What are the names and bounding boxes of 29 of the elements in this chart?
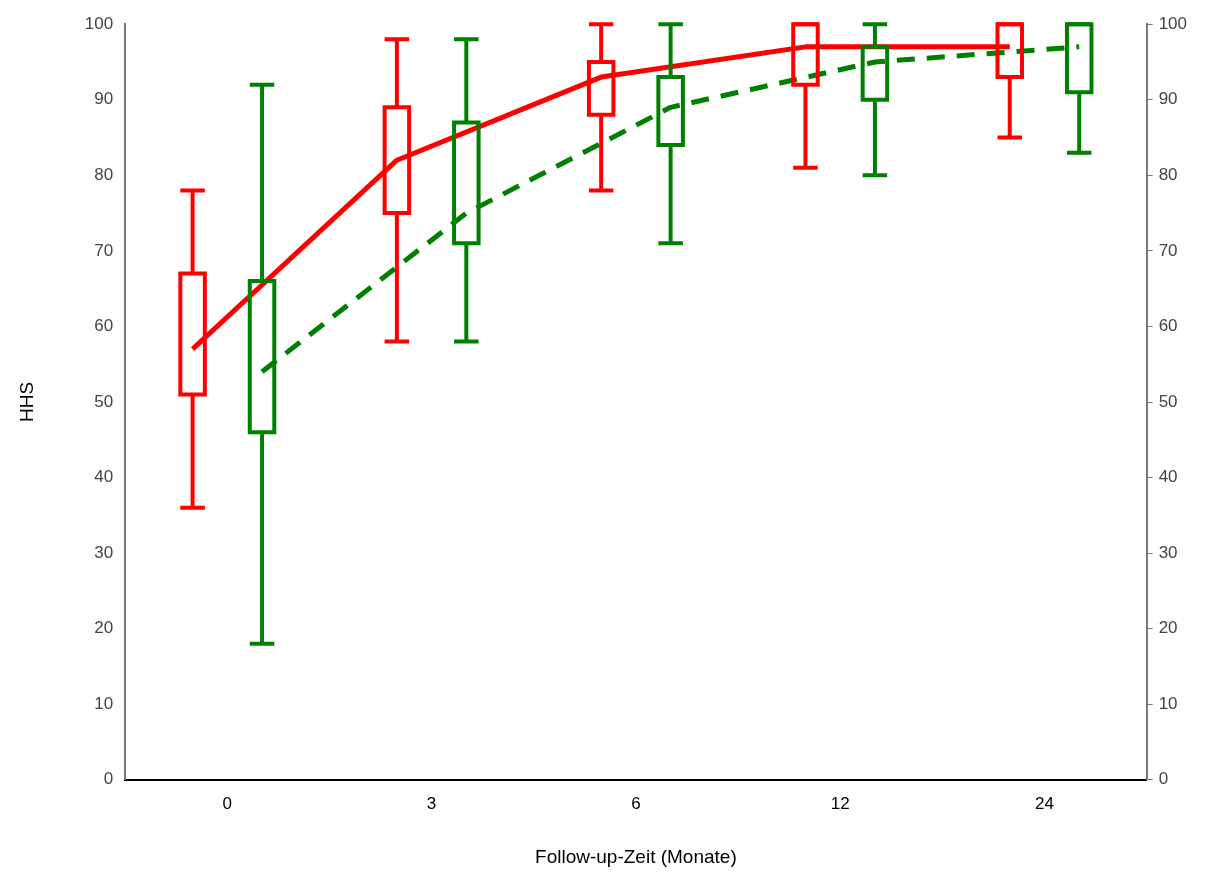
x-tick-label: 3 — [426, 793, 437, 813]
y2-tick-label: 70 — [1158, 240, 1178, 260]
y-tick-label: 100 — [84, 13, 114, 33]
x-tick-label: 0 — [222, 793, 233, 813]
y-tick-label: 0 — [103, 769, 114, 789]
y2-tick-label: 0 — [1158, 769, 1169, 789]
y2-tick-label: 40 — [1158, 467, 1178, 487]
x-tick-label: 24 — [1035, 793, 1054, 813]
y2-tick-label: 50 — [1158, 391, 1178, 411]
y-tick-label: 50 — [94, 391, 114, 411]
y-tick-label: 60 — [94, 316, 114, 336]
y-tick-label: 20 — [94, 618, 114, 638]
y2-tick-label: 80 — [1158, 165, 1178, 185]
y2-tick-label: 30 — [1158, 542, 1178, 562]
x-tick-label: 6 — [631, 793, 641, 813]
y-tick-label: 80 — [94, 165, 114, 185]
y-tick-label: 70 — [94, 240, 114, 260]
y-tick-label: 30 — [94, 542, 114, 562]
y-tick-label: 10 — [94, 693, 114, 713]
y2-tick-label: 100 — [1158, 13, 1188, 33]
y2-tick-label: 60 — [1158, 316, 1178, 336]
y2-tick-label: 10 — [1158, 693, 1178, 713]
y2-tick-label: 90 — [1158, 89, 1178, 109]
x-tick-label: 12 — [830, 793, 850, 813]
y-tick-label: 40 — [94, 467, 114, 487]
y2-tick-label: 20 — [1158, 618, 1178, 638]
y-axis-title: HHS — [15, 381, 37, 423]
x-axis-title: Follow-up-Zeit (Monate) — [535, 845, 737, 867]
y-tick-label: 90 — [94, 89, 114, 109]
